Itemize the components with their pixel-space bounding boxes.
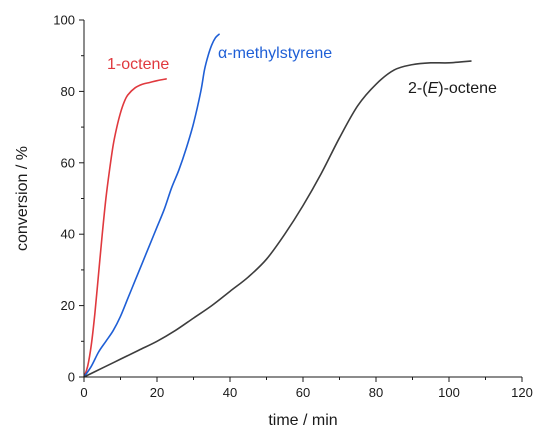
- x-tick-label: 20: [150, 385, 164, 400]
- y-tick-label: 0: [68, 370, 75, 385]
- series-label-alpha-methylstyrene: α-methylstyrene: [218, 45, 332, 62]
- x-tick-label: 0: [80, 385, 87, 400]
- y-tick-label: 40: [61, 227, 75, 242]
- x-axis-label: time / min: [268, 412, 337, 429]
- y-tick-label: 20: [61, 298, 75, 313]
- axes-layer: [83, 20, 522, 378]
- ticks-layer: 0 20 40 60 80 100 120 0 20 40 60 80 100: [53, 13, 533, 401]
- y-tick-label: 60: [61, 155, 75, 170]
- labels-layer: 1-octene α-methylstyrene 2-(E)-octene ti…: [14, 45, 497, 429]
- y-tick-label: 80: [61, 84, 75, 99]
- series-line-2-e-octene: [83, 60, 472, 378]
- x-tick-label: 120: [511, 385, 533, 400]
- series-layer: [83, 33, 472, 378]
- series-line-1-octene: [83, 78, 167, 378]
- y-tick-label: 100: [53, 13, 75, 28]
- series-label-2-e-octene: 2-(E)-octene: [408, 80, 497, 97]
- x-tick-label: 80: [369, 385, 383, 400]
- x-tick-label: 100: [438, 385, 460, 400]
- x-tick-label: 40: [223, 385, 237, 400]
- y-axis-label: conversion / %: [14, 146, 31, 251]
- series-label-1-octene: 1-octene: [107, 56, 169, 73]
- series-line-alpha-methylstyrene: [83, 33, 220, 378]
- x-tick-label: 60: [296, 385, 310, 400]
